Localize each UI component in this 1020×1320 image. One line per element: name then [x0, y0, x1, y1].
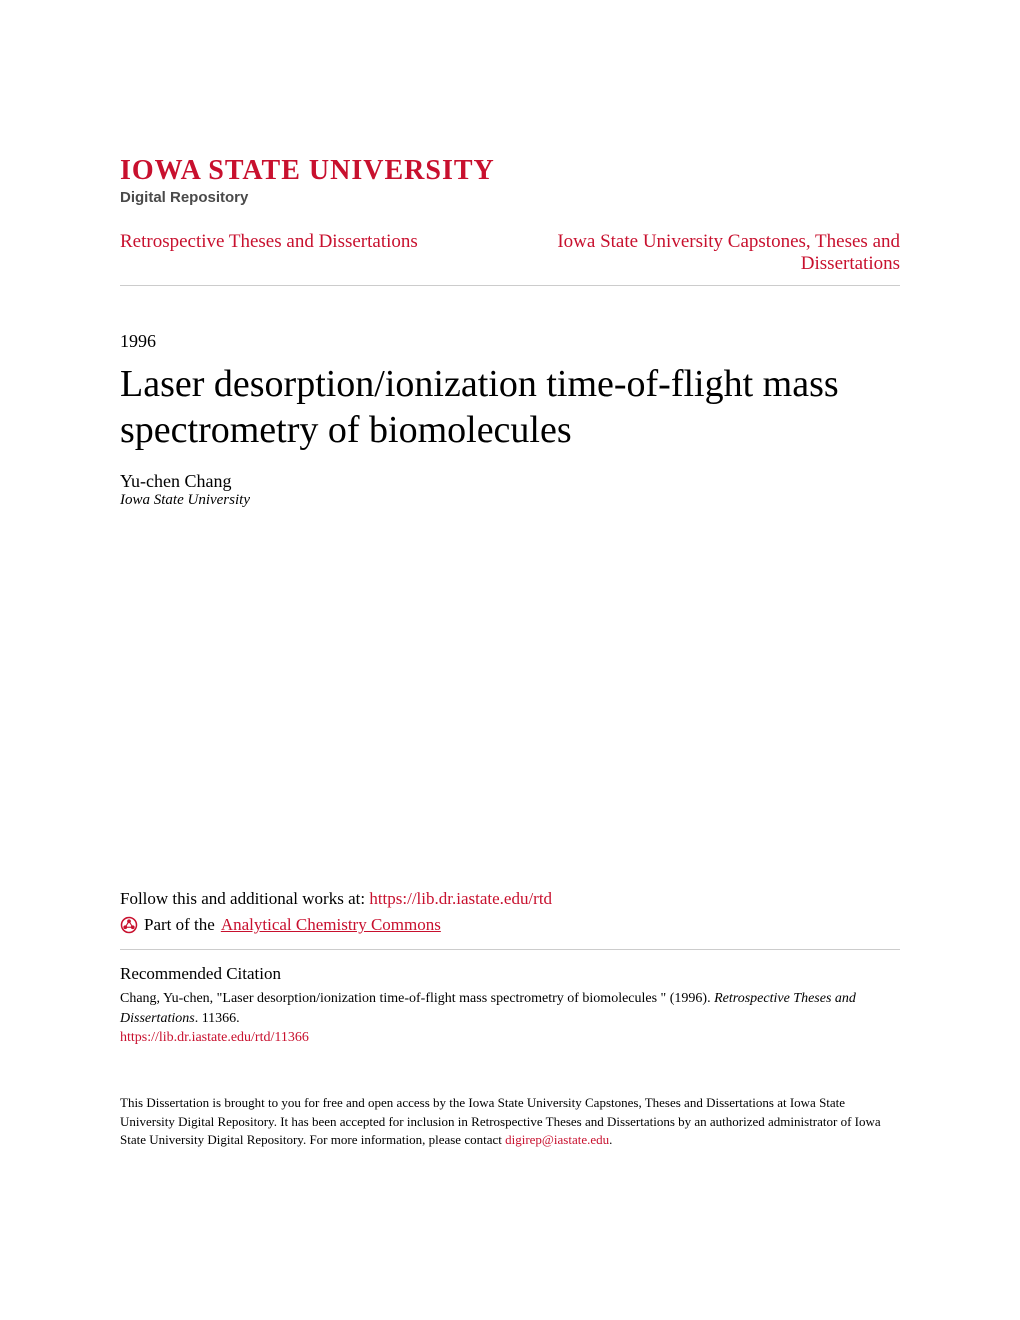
citation-before: Chang, Yu-chen, "Laser desorption/ioniza…	[120, 991, 714, 1006]
footer-before: This Dissertation is brought to you for …	[120, 1095, 881, 1146]
author-affiliation: Iowa State University	[120, 492, 900, 509]
part-of-prefix: Part of the	[144, 915, 215, 935]
part-of-row: Part of the Analytical Chemistry Commons	[120, 915, 900, 950]
logo-section: IOWA STATE UNIVERSITY Digital Repository	[120, 155, 900, 206]
contact-email-link[interactable]: digirep@iastate.edu	[505, 1132, 609, 1147]
citation-after: . 11366.	[195, 1011, 240, 1026]
footer-disclaimer: This Dissertation is brought to you for …	[120, 1094, 900, 1149]
network-icon	[120, 916, 138, 934]
footer-after: .	[609, 1132, 612, 1147]
citation-heading: Recommended Citation	[120, 964, 900, 984]
header-links-row: Retrospective Theses and Dissertations I…	[120, 231, 900, 286]
follow-url-link[interactable]: https://lib.dr.iastate.edu/rtd	[369, 889, 552, 908]
collection-link-right[interactable]: Iowa State University Capstones, Theses …	[520, 231, 900, 275]
university-logo-text: IOWA STATE UNIVERSITY	[120, 155, 900, 187]
follow-works-line: Follow this and additional works at: htt…	[120, 889, 900, 909]
document-title: Laser desorption/ionization time-of-flig…	[120, 362, 900, 453]
commons-link[interactable]: Analytical Chemistry Commons	[221, 915, 441, 935]
follow-prefix: Follow this and additional works at:	[120, 889, 369, 908]
publication-year: 1996	[120, 331, 900, 352]
collection-link-left[interactable]: Retrospective Theses and Dissertations	[120, 231, 418, 253]
citation-text: Chang, Yu-chen, "Laser desorption/ioniza…	[120, 989, 900, 1028]
author-name: Yu-chen Chang	[120, 471, 900, 492]
citation-url-link[interactable]: https://lib.dr.iastate.edu/rtd/11366	[120, 1030, 900, 1046]
repository-label: Digital Repository	[120, 189, 900, 206]
content-spacer	[120, 509, 900, 889]
